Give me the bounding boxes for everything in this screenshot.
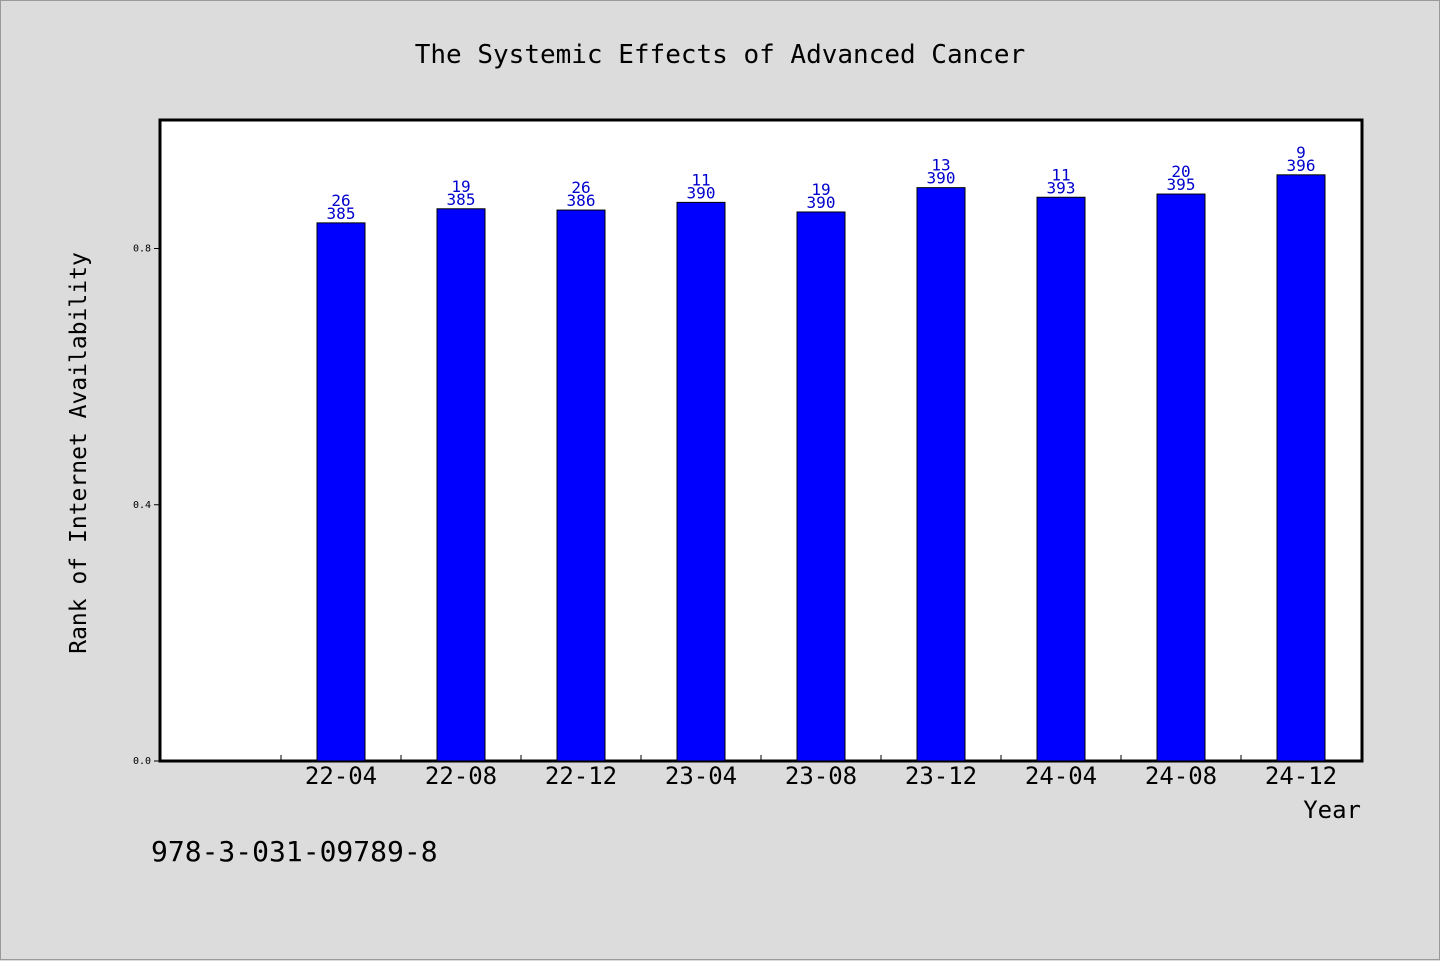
bar-label-top: 19 xyxy=(811,180,830,199)
bar-label-top: 13 xyxy=(931,156,950,175)
bar-label-top: 26 xyxy=(331,191,350,210)
x-tick-label: 24-04 xyxy=(1025,762,1097,790)
bar xyxy=(556,209,606,762)
x-tick-label: 23-04 xyxy=(665,762,737,790)
bar-label-bottom: 386 xyxy=(567,191,596,210)
bar-label-top: 11 xyxy=(691,170,710,189)
bar xyxy=(316,222,366,762)
bar-label-top: 19 xyxy=(451,177,470,196)
y-tick-label: 0.8 xyxy=(133,244,151,255)
bar xyxy=(916,187,966,762)
x-tick-label: 24-12 xyxy=(1265,762,1337,790)
bar xyxy=(1036,196,1086,762)
bar-label-bottom: 390 xyxy=(687,183,716,202)
x-axis-ticks: 22-04 22-08 22-12 23-04 23-08 23-12 24-04 24-08… xyxy=(280,755,1362,790)
bar xyxy=(676,201,726,762)
y-axis-ticks: 0.0 0.4 0.8 xyxy=(133,244,160,767)
y-tick-label: 0.0 xyxy=(133,756,151,767)
x-tick-label: 22-12 xyxy=(545,762,617,790)
x-tick-label: 23-12 xyxy=(905,762,977,790)
x-tick-label: 24-08 xyxy=(1145,762,1217,790)
bar-label-top: 26 xyxy=(571,178,590,197)
bars-group xyxy=(316,174,1326,762)
x-tick-label: 22-04 xyxy=(305,762,377,790)
x-tick-label: 22-08 xyxy=(425,762,497,790)
bar-label-bottom: 390 xyxy=(927,169,956,188)
bar-label-bottom: 385 xyxy=(447,190,476,209)
bar xyxy=(796,211,846,762)
bar xyxy=(1156,193,1206,762)
y-tick-label: 0.4 xyxy=(133,500,151,511)
bar-label-bottom: 385 xyxy=(327,204,356,223)
bar-label-top: 11 xyxy=(1051,165,1070,184)
x-tick-label: 23-08 xyxy=(785,762,857,790)
bar-label-bottom: 390 xyxy=(807,193,836,212)
bar-label-bottom: 393 xyxy=(1047,178,1076,197)
bar-label-top: 20 xyxy=(1171,162,1190,181)
x-axis-label: Year xyxy=(1303,796,1361,824)
bar xyxy=(436,208,486,762)
bar-label-bottom: 395 xyxy=(1167,175,1196,194)
bar-label-bottom: 396 xyxy=(1287,156,1316,175)
chart-title: The Systemic Effects of Advanced Cancer xyxy=(415,40,1025,70)
bar-label-top: 9 xyxy=(1296,143,1306,162)
bar xyxy=(1276,174,1326,762)
y-axis-label: Rank of Internet Availability xyxy=(66,252,92,654)
isbn-text: 978-3-031-09789-8 xyxy=(151,835,438,868)
